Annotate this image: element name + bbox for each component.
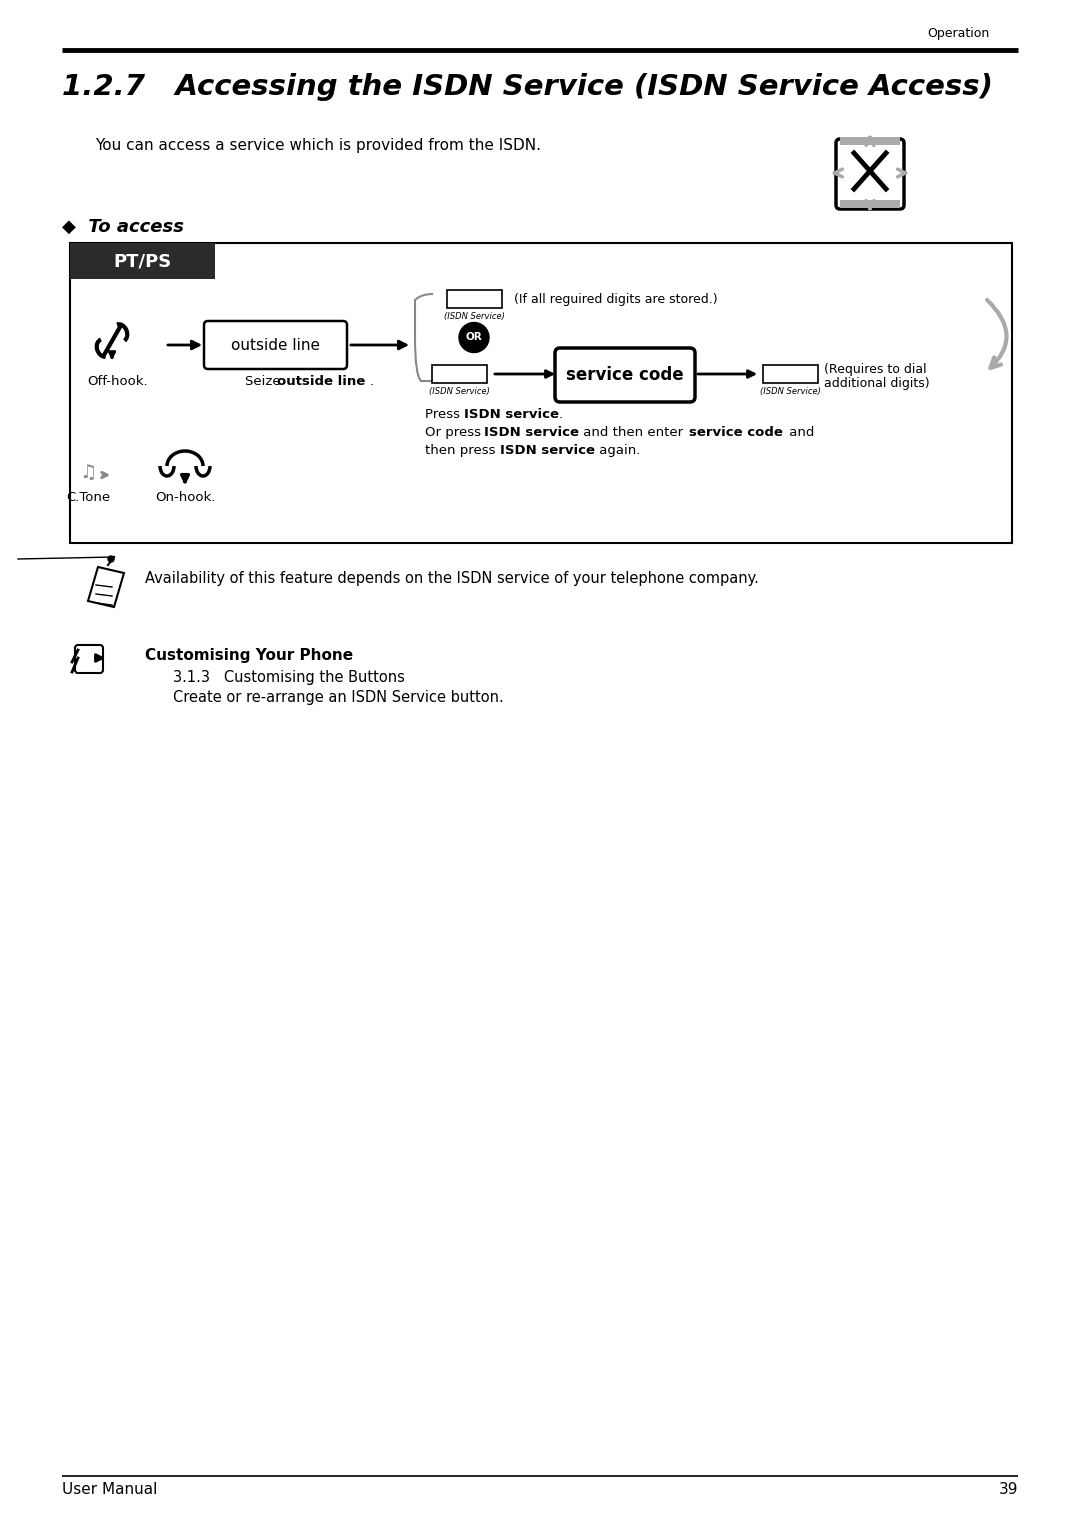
- Text: Press: Press: [426, 408, 464, 422]
- Bar: [840, 200, 900, 208]
- Text: (ISDN Service): (ISDN Service): [760, 387, 821, 396]
- Text: service code: service code: [689, 426, 783, 439]
- Text: 39: 39: [999, 1482, 1018, 1497]
- Text: ISDN service: ISDN service: [464, 408, 559, 422]
- Text: 3.1.3   Customising the Buttons: 3.1.3 Customising the Buttons: [173, 669, 405, 685]
- Text: and: and: [785, 426, 814, 439]
- Circle shape: [459, 322, 489, 353]
- Text: (Requires to dial: (Requires to dial: [824, 362, 927, 376]
- Bar: [840, 138, 900, 145]
- Text: Off-hook.: Off-hook.: [87, 374, 148, 388]
- Bar: [70, 243, 215, 280]
- Circle shape: [108, 556, 114, 562]
- Text: service code: service code: [566, 367, 684, 384]
- Polygon shape: [87, 567, 124, 607]
- Text: ♫: ♫: [79, 463, 97, 483]
- Bar: [762, 365, 818, 384]
- Text: Customising Your Phone: Customising Your Phone: [145, 648, 353, 663]
- FancyBboxPatch shape: [836, 139, 904, 209]
- Text: Operation: Operation: [928, 28, 990, 40]
- Text: ISDN service: ISDN service: [484, 426, 579, 439]
- Text: then press: then press: [426, 445, 500, 457]
- Text: Seize: Seize: [245, 374, 285, 388]
- FancyBboxPatch shape: [75, 645, 103, 672]
- Text: C.Tone: C.Tone: [66, 490, 110, 504]
- Text: PT/PS: PT/PS: [113, 252, 172, 270]
- Text: ISDN service: ISDN service: [500, 445, 595, 457]
- Bar: [70, 243, 1012, 542]
- Text: outside line: outside line: [276, 374, 365, 388]
- FancyBboxPatch shape: [204, 321, 347, 368]
- Text: OR: OR: [465, 333, 483, 342]
- Text: .: .: [370, 374, 374, 388]
- Text: Create or re-arrange an ISDN Service button.: Create or re-arrange an ISDN Service but…: [173, 691, 503, 704]
- Text: and then enter: and then enter: [579, 426, 687, 439]
- Text: again.: again.: [595, 445, 640, 457]
- Text: 1.2.7   Accessing the ISDN Service (ISDN Service Access): 1.2.7 Accessing the ISDN Service (ISDN S…: [62, 73, 993, 101]
- Text: (If all reguired digits are stored.): (If all reguired digits are stored.): [514, 292, 717, 306]
- FancyBboxPatch shape: [555, 348, 696, 402]
- Text: outside line: outside line: [231, 338, 320, 353]
- Text: On-hook.: On-hook.: [154, 490, 215, 504]
- Text: Or press: Or press: [426, 426, 485, 439]
- Text: You can access a service which is provided from the ISDN.: You can access a service which is provid…: [95, 138, 541, 153]
- Text: .: .: [559, 408, 563, 422]
- Text: (ISDN Service): (ISDN Service): [429, 387, 490, 396]
- Text: additional digits): additional digits): [824, 376, 930, 390]
- Text: (ISDN Service): (ISDN Service): [444, 312, 505, 321]
- Bar: [432, 365, 487, 384]
- Text: Availability of this feature depends on the ISDN service of your telephone compa: Availability of this feature depends on …: [145, 571, 759, 587]
- Bar: [447, 290, 502, 309]
- Text: ◆  To access: ◆ To access: [62, 219, 184, 235]
- Text: User Manual: User Manual: [62, 1482, 158, 1497]
